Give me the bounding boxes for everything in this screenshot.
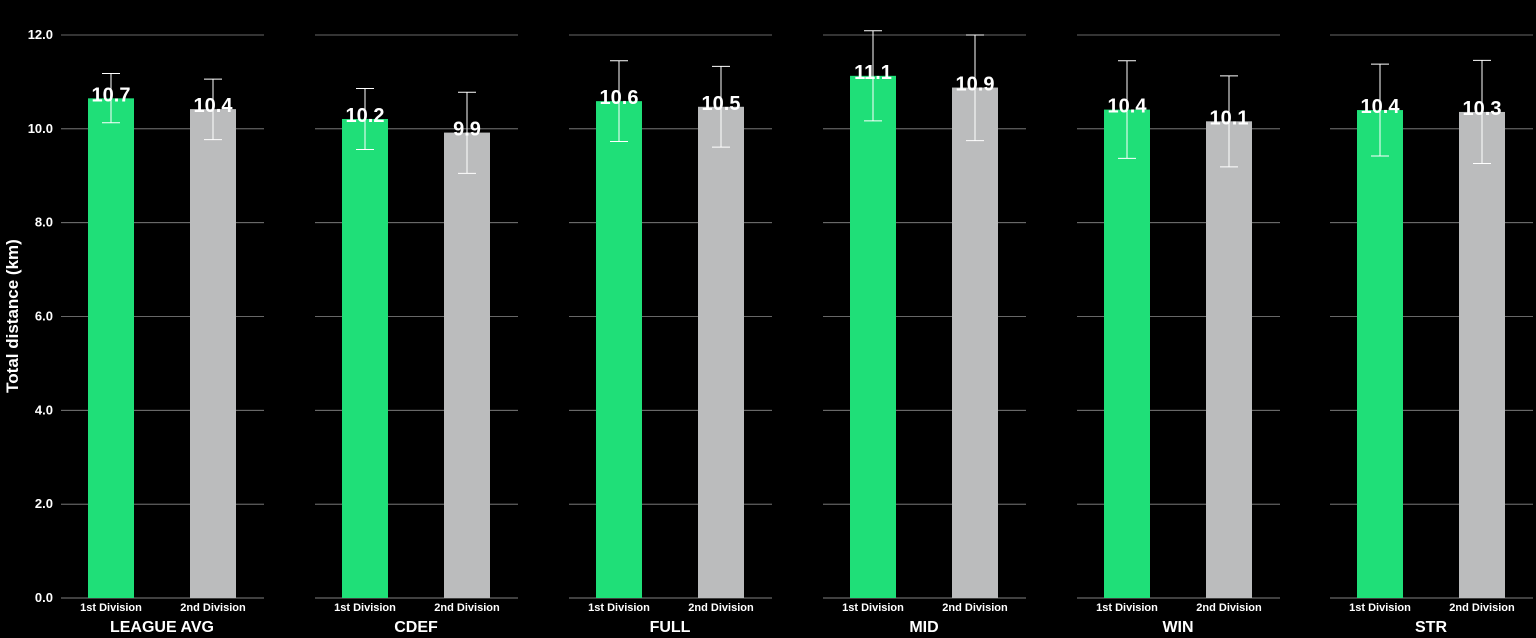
data-label: 10.7 — [92, 84, 131, 106]
bar-1st-division — [596, 101, 642, 598]
y-tick-label: 0.0 — [35, 590, 53, 605]
data-label: 10.5 — [702, 93, 741, 115]
panel-title: STR — [1415, 619, 1447, 636]
bar-2nd-division — [190, 109, 236, 599]
category-label: 1st Division — [80, 602, 142, 614]
data-label: 11.1 — [854, 62, 892, 84]
bar-1st-division — [342, 118, 388, 598]
y-tick-label: 4.0 — [35, 402, 53, 417]
panel-title: LEAGUE AVG — [110, 619, 214, 636]
y-tick-label: 6.0 — [35, 309, 53, 324]
panel-mid: 11.1 1st Division 10.9 2nd Division MID — [823, 30, 1026, 636]
y-tick-label: 10.0 — [28, 121, 53, 136]
panel-full: 10.6 1st Division 10.5 2nd Division FULL — [569, 34, 772, 636]
data-label: 10.9 — [956, 74, 995, 96]
y-tick-label: 8.0 — [35, 215, 53, 230]
category-label: 2nd Division — [1196, 602, 1262, 614]
category-label: 2nd Division — [180, 602, 246, 614]
data-label: 10.1 — [1210, 107, 1249, 129]
bar-1st-division — [850, 75, 896, 598]
panel-title: MID — [909, 619, 938, 636]
category-label: 1st Division — [1349, 602, 1411, 614]
panel-league-avg: 10.7 1st Division 10.4 2nd Division LEAGUE A… — [61, 34, 264, 636]
panel-title: CDEF — [394, 619, 438, 636]
bar-2nd-division — [1459, 111, 1505, 599]
bar-2nd-division — [1206, 121, 1252, 599]
y-tick-label: 2.0 — [35, 496, 53, 511]
data-label: 10.4 — [1108, 96, 1148, 118]
bar-2nd-division — [444, 132, 490, 598]
category-label: 1st Division — [334, 602, 396, 614]
category-label: 2nd Division — [942, 602, 1008, 614]
category-label: 2nd Division — [688, 602, 754, 614]
panel-title: WIN — [1162, 619, 1193, 636]
data-label: 10.6 — [600, 87, 639, 109]
data-label: 10.3 — [1463, 98, 1502, 120]
category-label: 1st Division — [842, 602, 904, 614]
y-axis-label: Total distance (km) — [3, 239, 22, 393]
data-label: 10.4 — [194, 95, 234, 117]
y-tick-label: 12.0 — [28, 27, 53, 42]
bar-2nd-division — [952, 87, 998, 599]
category-label: 2nd Division — [1449, 602, 1515, 614]
bar-2nd-division — [698, 106, 744, 598]
category-label: 1st Division — [588, 602, 650, 614]
panel-title: FULL — [650, 619, 691, 636]
bar-1st-division — [1357, 110, 1403, 599]
category-label: 1st Division — [1096, 602, 1158, 614]
data-label: 10.4 — [1361, 96, 1401, 118]
category-label: 2nd Division — [434, 602, 500, 614]
panel-cdef: 10.2 1st Division 9.9 2nd Division CDEF — [315, 34, 518, 636]
bar-1st-division — [88, 98, 134, 599]
data-label: 9.9 — [453, 119, 481, 141]
data-label: 10.2 — [346, 105, 385, 127]
bar-1st-division — [1104, 109, 1150, 598]
